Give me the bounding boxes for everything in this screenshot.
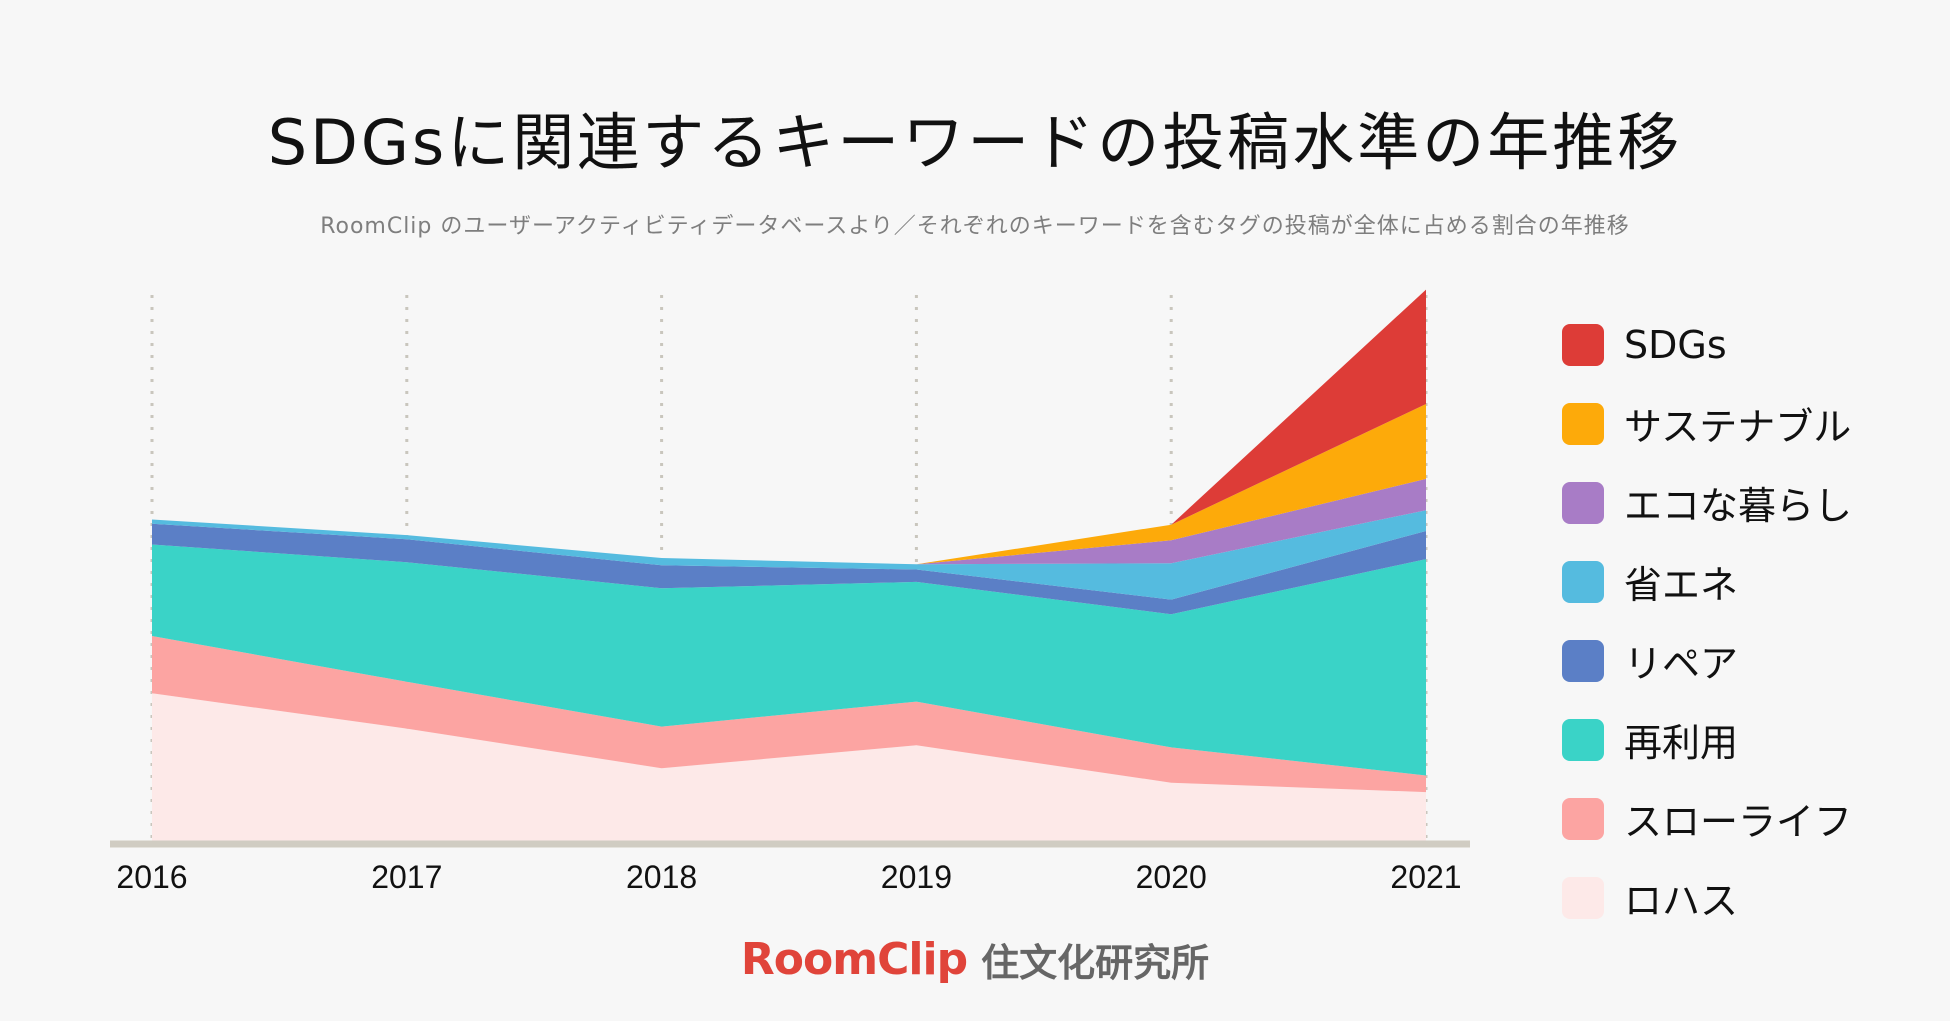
legend-swatch (1562, 402, 1604, 445)
legend-label: 省エネ (1624, 563, 1739, 607)
legend-swatch (1562, 876, 1604, 919)
legend-item: 省エネ (1562, 542, 1932, 621)
area-0 (152, 693, 1426, 841)
x-tick-label-2020: 2020 (1136, 859, 1207, 895)
x-tick-label-2017: 2017 (371, 859, 442, 895)
x-tick-label-2018: 2018 (626, 859, 697, 895)
legend-label: スローライフ (1624, 800, 1853, 844)
x-tick-label-2019: 2019 (881, 859, 952, 895)
legend-item: リペア (1562, 621, 1932, 700)
chart-subtitle: RoomClip のユーザーアクティビティデータベースより／それぞれのキーワード… (320, 214, 1630, 239)
legend-label: SDGs (1624, 322, 1727, 367)
x-tick-label-2021: 2021 (1390, 859, 1461, 895)
legend-item: エコな暮らし (1562, 463, 1932, 542)
chart-title: SDGsに関連するキーワードの投稿水準の年推移 (267, 106, 1683, 179)
legend-swatch (1562, 639, 1604, 682)
legend-item: ロハス (1562, 858, 1932, 937)
legend-item: SDGs (1562, 305, 1932, 384)
legend-label: エコな暮らし (1624, 484, 1853, 528)
legend-item: スローライフ (1562, 779, 1932, 858)
area-series (152, 289, 1426, 841)
legend: SDGs サステナブル エコな暮らし 省エネリペア再利用スローライフ ロハス (1562, 305, 1932, 937)
legend-swatch (1562, 323, 1604, 366)
legend-item: サステナブル (1562, 384, 1932, 463)
x-tick-label-2016: 2016 (116, 859, 187, 895)
area-3 (152, 523, 1426, 615)
footer: RoomClip 住文化研究所 (0, 932, 1950, 987)
legend-swatch (1562, 481, 1604, 524)
legend-swatch (1562, 560, 1604, 603)
legend-swatch (1562, 718, 1604, 761)
legend-label: ロハス (1624, 879, 1739, 923)
area-2 (152, 544, 1426, 776)
legend-label: リペア (1624, 642, 1739, 686)
area-4 (152, 510, 1426, 600)
legend-item: 再利用 (1562, 700, 1932, 779)
area-1 (152, 636, 1426, 793)
legend-swatch (1562, 797, 1604, 840)
legend-label: サステナブル (1624, 405, 1852, 449)
x-axis: 2016 2017 2018 2019 2020 2021 (110, 840, 1470, 895)
brand-logo: RoomClip (740, 934, 968, 985)
legend-label: 再利用 (1624, 721, 1739, 765)
brand-institute: 住文化研究所 (981, 941, 1210, 985)
